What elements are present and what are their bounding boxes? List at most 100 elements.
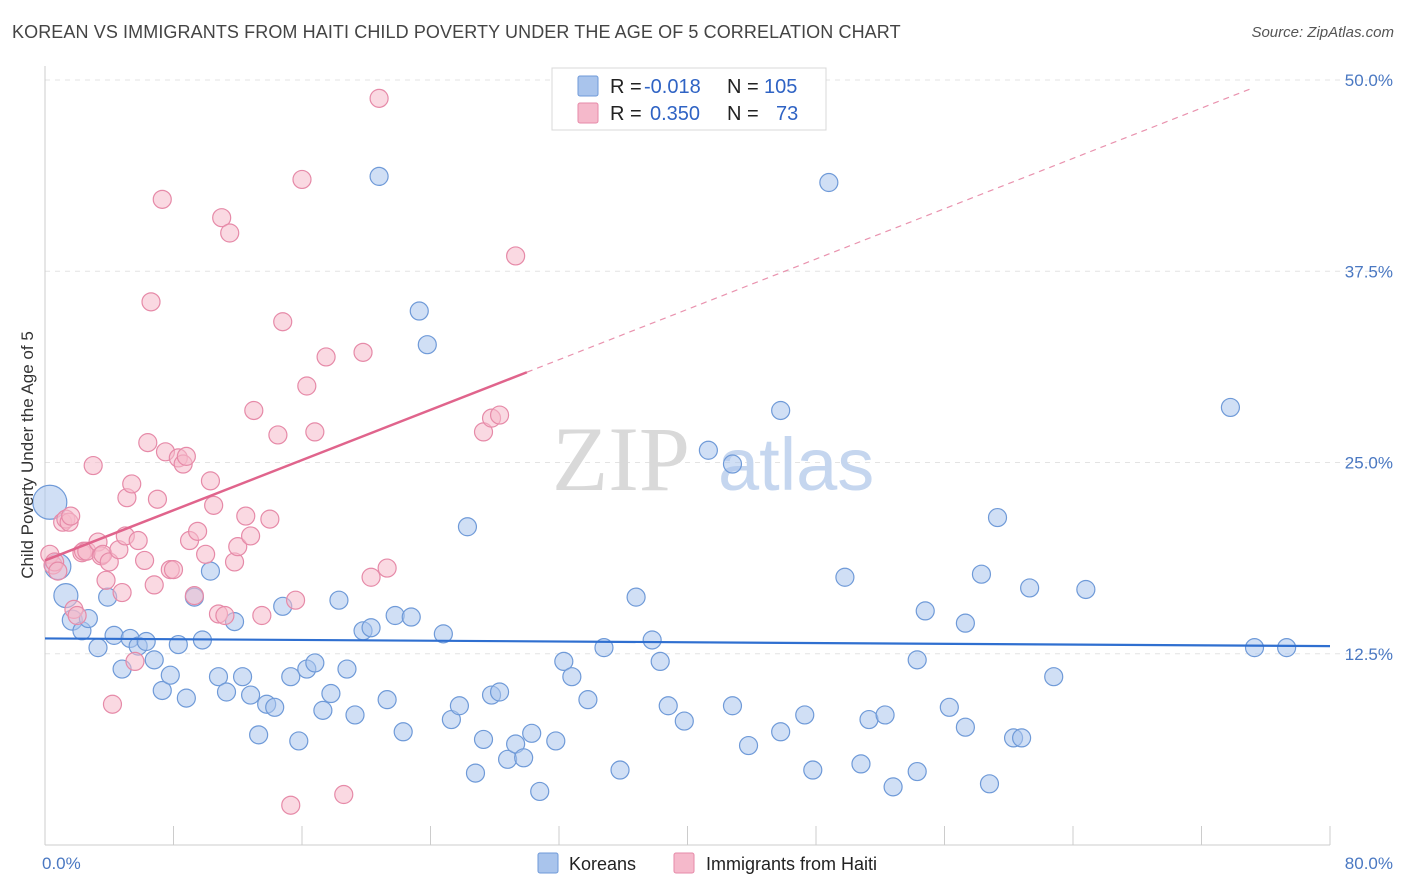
- haiti-trend-extension: [526, 88, 1250, 373]
- korean-point-72: [698, 440, 718, 460]
- korean-point-64: [578, 690, 598, 710]
- korean-point-66: [610, 760, 630, 780]
- korean-point-87: [907, 761, 927, 782]
- korean-point-73: [722, 454, 743, 474]
- haiti-point-57: [273, 312, 293, 332]
- korean-point-93: [979, 774, 1000, 794]
- haiti-point-72: [506, 246, 526, 266]
- korean-point-76: [771, 722, 791, 742]
- haiti-point-55: [260, 509, 280, 529]
- haiti-point-26: [128, 530, 148, 551]
- korean-point-26: [249, 725, 269, 745]
- bottom-legend: Koreans Immigrants from Haiti: [537, 852, 877, 874]
- haiti-point-27: [134, 550, 155, 571]
- haiti-point-41: [187, 521, 208, 541]
- x-tick-label-max: 80.0%: [1345, 854, 1393, 873]
- haiti-point-28: [138, 433, 158, 453]
- x-tick-label-min: 0.0%: [42, 854, 81, 873]
- korean-point-40: [361, 618, 381, 638]
- korean-point-44: [393, 722, 413, 742]
- korean-point-91: [955, 717, 975, 737]
- korean-point-60: [530, 781, 550, 802]
- korean-point-71: [674, 711, 694, 731]
- korean-point-100: [1220, 397, 1241, 418]
- bottom-legend-koreans: Koreans: [569, 854, 636, 874]
- korean-point-46: [409, 301, 429, 321]
- korean-point-50: [449, 696, 470, 716]
- korean-point-94: [987, 507, 1008, 528]
- haiti-point-60: [292, 169, 312, 190]
- haiti-point-68: [377, 558, 397, 578]
- korean-point-24: [232, 667, 253, 687]
- haiti-points: [40, 88, 526, 815]
- haiti-point-47: [215, 605, 235, 626]
- legend-r-label-1: R =: [610, 76, 642, 98]
- korean-point-52: [465, 763, 486, 783]
- korean-point-14: [152, 680, 172, 701]
- watermark: ZIP atlas: [552, 408, 874, 510]
- haiti-point-29: [141, 292, 161, 312]
- korean-point-61: [546, 731, 566, 751]
- korean-point-15: [160, 665, 180, 685]
- haiti-point-38: [176, 446, 196, 466]
- chart-title: KOREAN VS IMMIGRANTS FROM HAITI CHILD PO…: [12, 22, 901, 42]
- korean-point-20: [200, 561, 221, 581]
- korean-point-78: [795, 705, 815, 725]
- korean-point-65: [594, 638, 614, 658]
- haiti-point-24: [122, 474, 142, 494]
- korean-point-51: [457, 517, 478, 537]
- haiti-point-54: [252, 605, 272, 626]
- bottom-legend-swatch-haiti: [673, 852, 695, 874]
- haiti-point-50: [228, 537, 248, 557]
- legend-n-value-2: 73: [776, 103, 798, 125]
- haiti-point-19: [102, 694, 123, 714]
- korean-point-101: [1244, 638, 1265, 658]
- korean-point-28: [265, 697, 285, 717]
- koreans-trend-line: [44, 637, 1331, 648]
- korean-point-86: [907, 650, 927, 670]
- korean-point-13: [144, 650, 164, 670]
- korean-point-63: [562, 667, 582, 687]
- korean-point-70: [658, 696, 678, 716]
- haiti-point-13: [83, 455, 103, 476]
- korean-point-0: [32, 484, 68, 520]
- haiti-point-44: [204, 495, 224, 515]
- korean-point-99: [1076, 579, 1096, 600]
- korean-point-48: [433, 624, 453, 644]
- korean-point-79: [803, 760, 823, 780]
- korean-point-67: [626, 587, 646, 607]
- source-label: Source: ZipAtlas.com: [1251, 24, 1394, 41]
- korean-point-75: [738, 735, 759, 756]
- korean-point-59: [522, 723, 542, 743]
- korean-point-96: [1011, 728, 1032, 748]
- haiti-point-51: [236, 506, 256, 526]
- haiti-point-62: [305, 422, 325, 442]
- korean-point-53: [473, 729, 494, 750]
- haiti-point-67: [369, 88, 389, 108]
- korean-point-43: [385, 605, 405, 626]
- haiti-point-65: [353, 342, 373, 362]
- korean-point-62: [554, 651, 574, 672]
- haiti-point-40: [184, 586, 204, 606]
- trend-lines: [44, 88, 1331, 648]
- korean-point-82: [851, 754, 871, 774]
- korean-point-42: [377, 690, 397, 710]
- y-tick-label-2: 37.5%: [1345, 262, 1393, 281]
- korean-point-102: [1277, 638, 1297, 658]
- haiti-point-66: [361, 567, 381, 587]
- legend-r-label-2: R =: [610, 103, 642, 125]
- korean-point-37: [337, 659, 357, 679]
- haiti-point-30: [144, 575, 164, 595]
- haiti-point-32: [152, 189, 172, 209]
- haiti-point-25: [125, 651, 145, 672]
- korean-point-74: [722, 696, 743, 716]
- koreans-points: [32, 166, 1297, 802]
- watermark-zip: ZIP: [552, 408, 690, 510]
- haiti-point-59: [285, 590, 306, 610]
- haiti-point-3: [48, 561, 68, 581]
- korean-point-90: [955, 613, 975, 633]
- haiti-point-17: [96, 570, 116, 590]
- y-tick-label-0: 12.5%: [1345, 645, 1393, 664]
- haiti-point-35: [163, 559, 184, 580]
